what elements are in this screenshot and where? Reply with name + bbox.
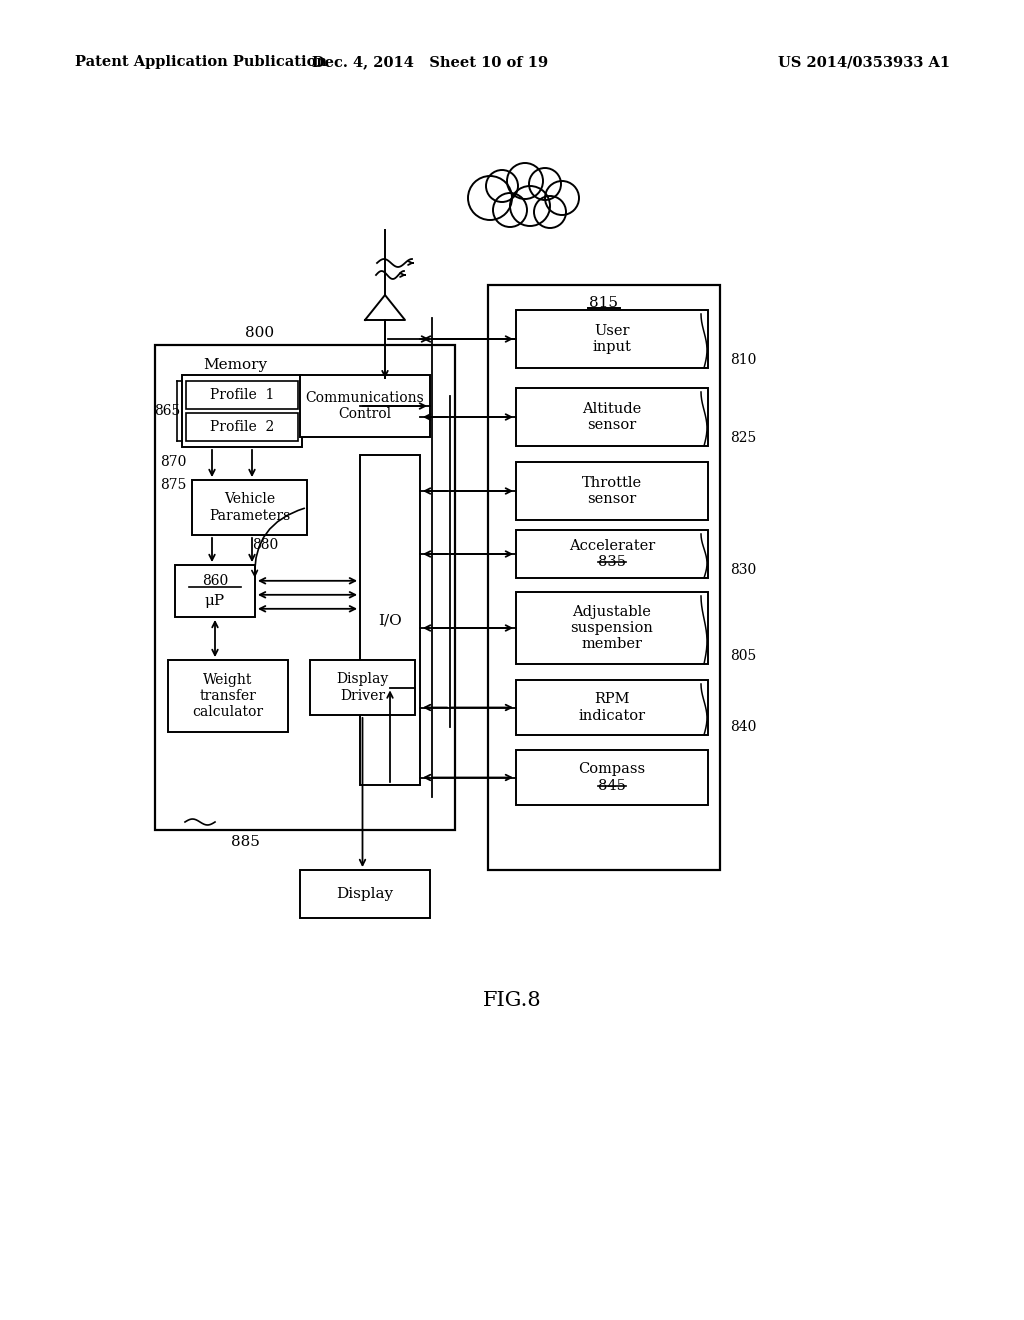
Text: Compass
845: Compass 845 [579,763,645,792]
Bar [516,531,708,578]
Circle shape [534,195,566,228]
Text: 830: 830 [730,564,757,577]
Bar [516,310,708,368]
Text: 865: 865 [154,404,180,418]
Bar [168,660,288,733]
Text: 880: 880 [252,539,279,552]
Text: 800: 800 [246,326,274,341]
Bar [516,680,708,735]
Text: μP: μP [205,594,225,609]
Text: Profile  2: Profile 2 [210,420,274,434]
Text: Communications
Control: Communications Control [305,391,424,421]
Bar [300,375,430,437]
Text: I/O: I/O [378,612,401,627]
Text: Adjustable
suspension
member: Adjustable suspension member [570,605,653,651]
Text: Accelerater
835: Accelerater 835 [569,539,655,569]
Bar [310,660,415,715]
Text: 870: 870 [160,455,186,469]
Text: Altitude
sensor: Altitude sensor [583,401,642,432]
Bar [193,480,307,535]
Text: 875: 875 [160,478,186,492]
Circle shape [529,168,561,201]
Circle shape [510,186,550,226]
Text: User
input: User input [593,323,632,354]
Text: RPM
indicator: RPM indicator [579,693,645,722]
FancyArrowPatch shape [252,508,304,576]
Text: Profile  1: Profile 1 [210,388,274,403]
Text: Dec. 4, 2014   Sheet 10 of 19: Dec. 4, 2014 Sheet 10 of 19 [312,55,548,69]
Bar [155,345,455,830]
Text: US 2014/0353933 A1: US 2014/0353933 A1 [778,55,950,69]
Bar [488,285,720,870]
Text: Vehicle
Parameters: Vehicle Parameters [209,492,290,523]
Bar [516,750,708,805]
Circle shape [507,162,543,199]
Text: Display: Display [337,887,393,902]
Text: 825: 825 [730,432,757,445]
Bar [175,565,255,616]
Text: 815: 815 [590,296,618,310]
Circle shape [486,170,518,202]
Text: 810: 810 [730,352,757,367]
Bar [360,455,420,785]
Bar [300,870,430,917]
Circle shape [493,193,527,227]
Text: Weight
transfer
calculator: Weight transfer calculator [193,673,263,719]
Bar [516,388,708,446]
Bar [186,413,298,441]
Text: FIG.8: FIG.8 [482,990,542,1010]
Text: Memory: Memory [203,358,267,372]
Bar [516,462,708,520]
Text: 840: 840 [730,719,757,734]
Circle shape [468,176,512,220]
Bar [182,375,302,447]
Text: 860: 860 [202,574,228,587]
Bar [186,381,298,409]
Text: 805: 805 [730,649,757,663]
Circle shape [545,181,579,215]
Bar [516,591,708,664]
Text: Throttle
sensor: Throttle sensor [582,477,642,506]
Text: 885: 885 [230,836,259,849]
Text: Display
Driver: Display Driver [336,672,389,702]
Text: Patent Application Publication: Patent Application Publication [75,55,327,69]
